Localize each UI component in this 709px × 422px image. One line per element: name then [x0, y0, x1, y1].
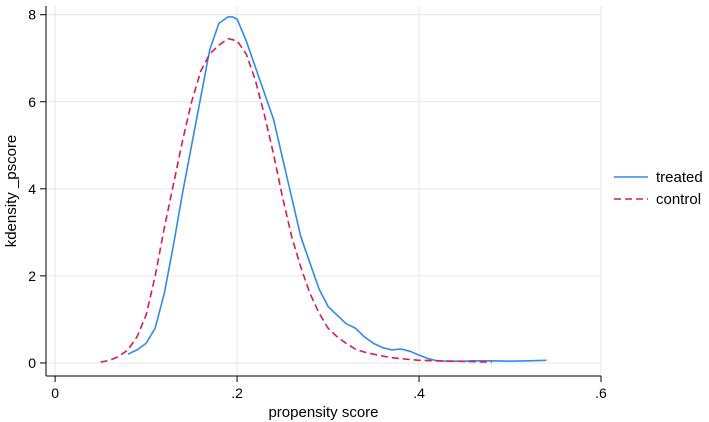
- x-tick-label: .6: [595, 385, 607, 401]
- y-axis-title: kdensity _pscore: [3, 135, 20, 248]
- y-tick-label: 4: [28, 181, 36, 197]
- x-axis-ticks: 0 .2 .4 .6: [51, 376, 607, 401]
- legend-label-treated: treated: [656, 169, 703, 186]
- series-lines: [100, 16, 547, 363]
- series-line-control: [100, 37, 492, 363]
- y-axis-ticks: 0 2 4 6 8: [28, 7, 46, 371]
- x-tick-label: .2: [231, 385, 243, 401]
- axes: [45, 6, 601, 377]
- grid-lines: [46, 6, 602, 376]
- x-tick-label: 0: [51, 385, 59, 401]
- x-axis-title: propensity score: [268, 404, 378, 421]
- legend: treated control: [614, 169, 703, 208]
- y-tick-label: 8: [28, 7, 36, 23]
- y-tick-label: 0: [28, 355, 36, 371]
- legend-label-control: control: [656, 191, 701, 208]
- y-tick-label: 6: [28, 94, 36, 110]
- x-tick-label: .4: [413, 385, 425, 401]
- series-line-treated: [127, 16, 547, 363]
- y-tick-label: 2: [28, 268, 36, 284]
